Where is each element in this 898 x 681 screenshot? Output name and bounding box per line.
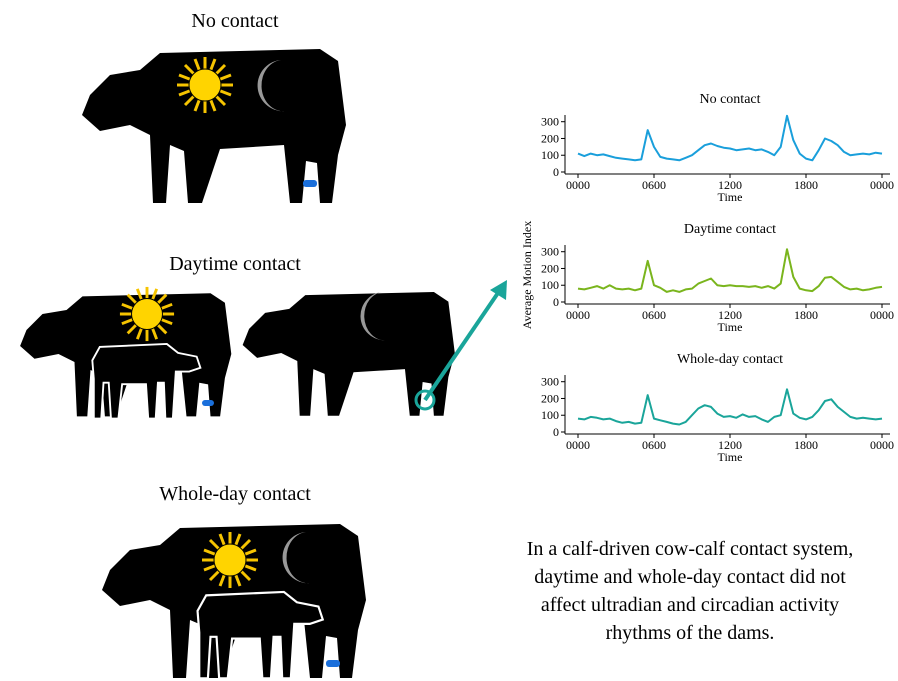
series-line xyxy=(578,116,882,161)
arrow-head xyxy=(490,280,507,300)
panel-label: Whole-day contact xyxy=(159,483,311,505)
y-tick-label: 0 xyxy=(553,165,559,179)
y-tick-label: 200 xyxy=(541,131,559,145)
sensor xyxy=(202,400,214,406)
page: No contact Daytime contact Whole-day con… xyxy=(0,0,898,681)
x-axis-label: Time xyxy=(718,190,743,204)
chart-title: Whole-day contact xyxy=(677,352,783,367)
x-tick-label: 0000 xyxy=(566,308,590,322)
y-tick-label: 100 xyxy=(541,148,559,162)
x-tick-label: 1800 xyxy=(794,308,818,322)
sensor xyxy=(326,660,340,667)
x-tick-label: 0000 xyxy=(870,308,894,322)
x-tick-label: 1800 xyxy=(794,178,818,192)
sun-icon xyxy=(120,287,174,341)
y-tick-label: 300 xyxy=(541,245,559,259)
y-tick-label: 300 xyxy=(541,375,559,389)
y-tick-label: 200 xyxy=(541,391,559,405)
chart-title: Daytime contact xyxy=(684,222,776,237)
x-tick-label: 0000 xyxy=(566,178,590,192)
x-tick-label: 0600 xyxy=(642,308,666,322)
caption-line: daytime and whole-day contact did not xyxy=(534,566,846,588)
caption-line: rhythms of the dams. xyxy=(606,622,775,644)
sun-icon xyxy=(202,532,258,588)
x-tick-label: 0000 xyxy=(870,178,894,192)
y-axis-label: Average Motion Index xyxy=(520,221,534,329)
caption-line: affect ultradian and circadian activity xyxy=(541,594,839,616)
y-tick-label: 200 xyxy=(541,261,559,275)
caption-line: In a calf-driven cow-calf contact system… xyxy=(527,538,854,560)
panel-label: Daytime contact xyxy=(169,253,301,275)
x-axis-label: Time xyxy=(718,450,743,464)
series-line xyxy=(578,249,882,292)
sun-icon xyxy=(177,57,233,113)
y-tick-label: 100 xyxy=(541,408,559,422)
y-tick-label: 100 xyxy=(541,278,559,292)
x-tick-label: 0600 xyxy=(642,438,666,452)
cow xyxy=(243,292,455,416)
x-tick-label: 1800 xyxy=(794,438,818,452)
x-tick-label: 0000 xyxy=(566,438,590,452)
x-tick-label: 0600 xyxy=(642,178,666,192)
graphical-abstract: No contact Daytime contact Whole-day con… xyxy=(0,0,898,681)
x-axis-label: Time xyxy=(718,320,743,334)
x-tick-label: 0000 xyxy=(870,438,894,452)
sensor xyxy=(303,180,317,187)
y-tick-label: 0 xyxy=(553,425,559,439)
panel-label: No contact xyxy=(191,10,279,32)
y-tick-label: 0 xyxy=(553,295,559,309)
series-line xyxy=(578,389,882,424)
y-tick-label: 300 xyxy=(541,115,559,129)
chart-title: No contact xyxy=(699,92,760,107)
